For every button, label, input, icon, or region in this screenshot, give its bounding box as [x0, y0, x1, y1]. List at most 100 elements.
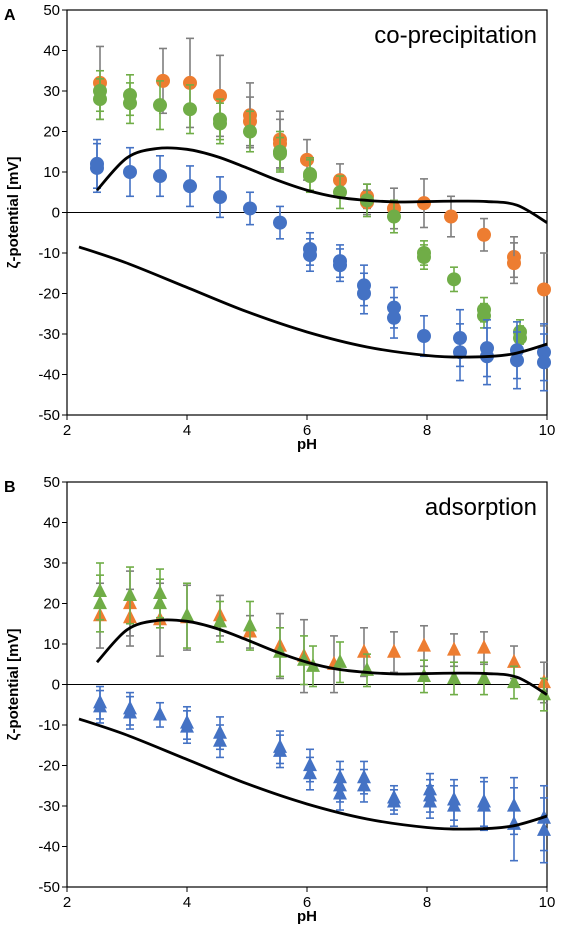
panel-a-data-point — [477, 308, 491, 323]
panel-b-y-tick-label: -10 — [38, 717, 60, 734]
panel-b-x-tick-label: 10 — [539, 894, 556, 911]
panel-b-data-point — [387, 793, 401, 808]
panel-b-y-tick-label: -30 — [38, 798, 60, 815]
panel-a-y-tick-label: 50 — [43, 2, 60, 19]
panel-a-data-point — [357, 286, 371, 301]
panel-b-data-point — [180, 607, 194, 622]
panel-a-data-point — [387, 209, 401, 224]
panel-b-x-tick-label: 4 — [183, 894, 191, 911]
panel-a-y-tick-label: -40 — [38, 367, 60, 384]
panel-b-data-point — [507, 653, 521, 668]
panel-a-data-point — [510, 353, 524, 368]
panel-a-data-point — [123, 96, 137, 111]
panel-a-data-point — [243, 124, 257, 139]
panel-b-data-point — [123, 587, 137, 601]
panel-a-data-point — [417, 250, 431, 265]
panel-b-data-point — [447, 641, 461, 656]
panel-a-y-tick-label: -50 — [38, 407, 60, 424]
panel-a-data-point — [447, 272, 461, 287]
panel-b-data-point — [507, 674, 521, 689]
panel-a-x-tick-label: 4 — [183, 422, 191, 439]
panel-b-data-point — [213, 732, 227, 747]
panel-a-x-axis-label: pH — [297, 436, 317, 453]
panel-b-y-tick-label: -40 — [38, 839, 60, 856]
panel-b-data-point — [447, 797, 461, 812]
panel-a-letter: A — [4, 7, 16, 24]
panel-b-data-point — [333, 785, 347, 800]
panel-a-data-point — [93, 92, 107, 107]
panel-b-data-point — [273, 742, 287, 757]
panel-a-data-point — [417, 196, 431, 211]
panel-a-model-curve — [95, 146, 548, 224]
panel-a-data-point — [303, 248, 317, 263]
panel-a-data-point — [153, 169, 167, 184]
panel-b-data-point — [93, 595, 107, 610]
panel-a-data-point — [387, 310, 401, 325]
panel-b-y-tick-label: 40 — [43, 515, 60, 532]
panel-a-data-point — [477, 227, 491, 242]
panel-b-y-tick-label: 10 — [43, 636, 60, 653]
panel-b-data-point — [303, 765, 317, 780]
panel-a-y-axis-label: ζ-potential [mV] — [5, 157, 22, 269]
panel-b-y-tick-label: -50 — [38, 879, 60, 896]
panel-a-data-point — [183, 179, 197, 194]
panel-a-data-point — [153, 98, 167, 113]
panel-a-data-point — [303, 169, 317, 184]
panel-b-data-point — [423, 793, 437, 808]
panel-b-data-point — [417, 637, 431, 652]
panel-a-y-tick-label: -30 — [38, 326, 60, 343]
panel-b-y-tick-label: 30 — [43, 555, 60, 572]
panel-b-y-tick-label: 20 — [43, 596, 60, 613]
panel-b-data-point — [537, 821, 551, 836]
panel-a-annotation: co-precipitation — [374, 22, 537, 49]
panel-b-data-point — [243, 617, 257, 632]
panel-a-data-point — [183, 75, 197, 90]
panel-b-data-point — [477, 639, 491, 654]
panel-a-data-point — [537, 355, 551, 370]
panel-a-data-point — [123, 165, 137, 179]
panel-a-data-point — [273, 215, 287, 230]
panel-b-letter: B — [4, 479, 16, 496]
panel-a-x-tick-label: 2 — [63, 422, 71, 439]
panel-b-x-tick-label: 2 — [63, 894, 71, 911]
panel-a-x-tick-label: 6 — [303, 422, 311, 439]
panel-b-data-point — [387, 643, 401, 658]
panel-a-x-tick-label: 8 — [423, 422, 431, 439]
panel-b-y-tick-label: -20 — [38, 758, 60, 775]
panel-a-x-tick-label: 10 — [539, 422, 556, 439]
panel-b-data-point — [477, 670, 491, 685]
panel-a-data-point — [243, 201, 257, 216]
panel-b-model-curve — [95, 618, 548, 696]
panel-b-x-axis-label: pH — [297, 908, 317, 925]
panel-b-annotation: adsorption — [425, 494, 537, 521]
panel-a-data-point — [273, 146, 287, 161]
panel-a-data-point — [90, 160, 104, 175]
panel-b-data-point — [93, 698, 107, 713]
panel-b-x-tick-label: 6 — [303, 894, 311, 911]
panel-a-data-point — [333, 258, 347, 273]
panel-b-data-point — [213, 613, 227, 628]
panel-a-y-tick-label: 20 — [43, 124, 60, 141]
panel-a-y-tick-label: 0 — [52, 205, 60, 222]
panel-a-y-tick-label: 30 — [43, 83, 60, 100]
panel-b-data-point — [477, 797, 491, 812]
panel-a-data-point — [183, 102, 197, 117]
panel-a-data-point — [213, 116, 227, 131]
panel-a-y-tick-label: -10 — [38, 245, 60, 262]
panel-b-data-point — [357, 777, 371, 792]
panel-b-data-point — [153, 595, 167, 610]
panel-b-y-tick-label: 50 — [43, 474, 60, 491]
panel-a-y-tick-label: -20 — [38, 286, 60, 303]
panel-a-y-tick-label: 40 — [43, 43, 60, 60]
panel-b-data-point — [123, 704, 137, 719]
panel-b-data-point — [180, 718, 194, 733]
panel-a-data-point — [537, 282, 551, 297]
panel-a-data-point — [513, 331, 527, 346]
panel-b-data-point — [333, 653, 347, 668]
panel-b-model-curve — [78, 717, 548, 831]
panel-b-y-tick-label: 0 — [52, 677, 60, 694]
panel-a-data-point — [507, 256, 521, 271]
panel-b-data-point — [447, 670, 461, 685]
panel-b-x-tick-label: 8 — [423, 894, 431, 911]
